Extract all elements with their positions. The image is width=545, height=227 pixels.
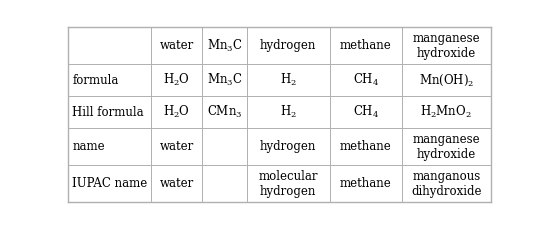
Text: manganese
hydroxide: manganese hydroxide [413, 32, 480, 60]
Text: water: water [160, 39, 194, 52]
Text: methane: methane [340, 177, 392, 190]
Text: Hill formula: Hill formula [72, 106, 144, 119]
Text: $\mathregular{H_2}$: $\mathregular{H_2}$ [280, 104, 296, 120]
Text: methane: methane [340, 140, 392, 153]
Text: $\mathregular{H_2O}$: $\mathregular{H_2O}$ [163, 72, 190, 88]
Text: $\mathregular{CH_4}$: $\mathregular{CH_4}$ [353, 72, 379, 88]
Text: $\mathregular{Mn(OH)_2}$: $\mathregular{Mn(OH)_2}$ [419, 73, 474, 88]
Text: $\mathregular{Mn_3C}$: $\mathregular{Mn_3C}$ [207, 38, 242, 54]
Text: $\mathregular{CMn_3}$: $\mathregular{CMn_3}$ [207, 104, 242, 120]
Text: manganese
hydroxide: manganese hydroxide [413, 133, 480, 160]
Text: formula: formula [72, 74, 119, 87]
Text: molecular
hydrogen: molecular hydrogen [258, 170, 318, 197]
Text: $\mathregular{H_2}$: $\mathregular{H_2}$ [280, 72, 296, 88]
Text: $\mathregular{Mn_3C}$: $\mathregular{Mn_3C}$ [207, 72, 242, 88]
Text: water: water [160, 177, 194, 190]
Text: hydrogen: hydrogen [260, 140, 316, 153]
Text: $\mathregular{H_2O}$: $\mathregular{H_2O}$ [163, 104, 190, 120]
Text: methane: methane [340, 39, 392, 52]
Text: $\mathregular{CH_4}$: $\mathregular{CH_4}$ [353, 104, 379, 120]
Text: IUPAC name: IUPAC name [72, 177, 148, 190]
Text: hydrogen: hydrogen [260, 39, 316, 52]
Text: manganous
dihydroxide: manganous dihydroxide [411, 170, 482, 197]
Text: water: water [160, 140, 194, 153]
Text: name: name [72, 140, 105, 153]
Text: $\mathregular{H_2MnO_2}$: $\mathregular{H_2MnO_2}$ [420, 104, 472, 120]
